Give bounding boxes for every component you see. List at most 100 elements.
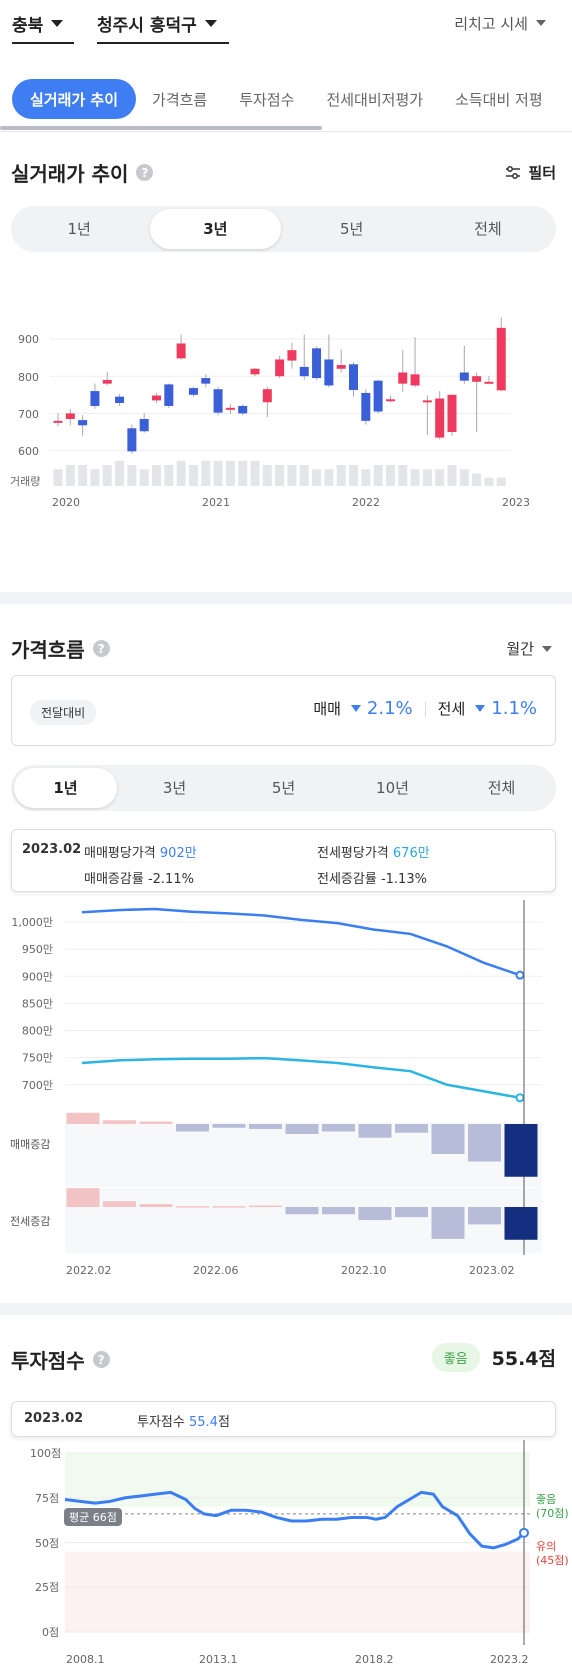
candle-body	[238, 405, 248, 414]
rate-bar	[468, 1207, 501, 1225]
rate-bar	[322, 1124, 355, 1132]
candle-body	[312, 348, 322, 379]
candle-body	[152, 395, 161, 401]
market-select[interactable]: 리치고 시세	[454, 8, 546, 38]
sale-change-label: 매매	[313, 700, 341, 718]
y-tick-label: 950만	[22, 943, 53, 956]
candle-body	[213, 389, 223, 413]
province-select[interactable]: 충북	[12, 4, 74, 44]
compare-badge: 전달대비	[30, 700, 97, 725]
trade-range-3y[interactable]: 3년	[150, 209, 281, 249]
volume-bar	[385, 465, 395, 486]
flow-range-10y[interactable]: 10년	[376, 779, 409, 797]
tab-price-flow[interactable]: 가격흐름	[152, 90, 208, 109]
x-tick-label: 2013.1	[199, 1653, 238, 1666]
y-tick-label: 0점	[42, 1626, 59, 1639]
rate-bar	[249, 1205, 282, 1208]
candle-body	[385, 399, 395, 402]
volume-bar	[435, 469, 445, 486]
invest-score-value: 55.4점	[491, 1348, 556, 1370]
rate-bar	[504, 1124, 538, 1177]
volume-bar	[176, 460, 186, 486]
trade-section-title: 실거래가 추이	[11, 162, 129, 186]
period-select[interactable]: 월간	[506, 638, 552, 659]
trade-range-all[interactable]: 전체	[474, 220, 502, 238]
section-gap	[0, 592, 572, 604]
district-select[interactable]: 청주시 흥덕구	[97, 4, 229, 44]
trade-range-5y[interactable]: 5년	[339, 220, 364, 238]
caution-zone	[65, 1551, 530, 1632]
y-tick-label: 600	[18, 445, 39, 458]
rate-bar	[431, 1124, 465, 1154]
rate-bar	[139, 1204, 173, 1207]
y-tick-label: 800	[18, 371, 39, 384]
trade-section-header: 실거래가 추이 ?	[11, 158, 154, 187]
change-values: 매매 2.1% 전세 1.1%	[313, 698, 537, 719]
tab-income-value[interactable]: 소득대비 저평	[455, 90, 543, 109]
chevron-down-icon	[204, 19, 217, 27]
tab-scrollbar[interactable]	[0, 126, 322, 130]
jeonse-rate-value: -1.13%	[380, 872, 427, 887]
invest-score-chart[interactable]: 100점 75점 50점 25점 0점 평균 66점 좋음 (70점) 유의 (…	[0, 1440, 572, 1680]
candle-body	[65, 413, 75, 419]
sale-price-value: 902만	[159, 846, 197, 861]
filter-icon	[506, 165, 521, 179]
rate-bar	[285, 1207, 319, 1215]
y-tick-label: 100점	[30, 1447, 61, 1460]
x-tick-label: 2021	[202, 496, 230, 509]
help-icon[interactable]: ?	[92, 1351, 110, 1368]
tooltip-line: 투자점수 55.4점	[137, 1411, 230, 1430]
price-flow-chart[interactable]: 1,000만 950만 900만 850만 800만 750만 700만 매매증감 전세증감…	[0, 900, 572, 1290]
sale-rate-value: -2.11%	[147, 872, 194, 887]
flow-range-all[interactable]: 전체	[487, 779, 516, 797]
volume-bar	[361, 469, 371, 486]
volume-bar	[312, 469, 322, 486]
down-triangle-icon	[475, 705, 486, 712]
y-tick-label: 900만	[22, 970, 53, 983]
volume-bar	[336, 465, 346, 486]
flow-range-3y[interactable]: 3년	[162, 779, 187, 797]
help-icon[interactable]: ?	[136, 164, 154, 181]
y-tick-label: 900	[18, 333, 39, 346]
tab-trade[interactable]: 실거래가 추이	[12, 79, 137, 119]
volume-bar	[90, 469, 100, 486]
series-line	[81, 907, 521, 977]
period-label: 월간	[506, 640, 534, 658]
tab-invest-score[interactable]: 투자점수	[239, 90, 295, 109]
trade-range-1y[interactable]: 1년	[67, 220, 91, 238]
invest-score-summary: 좋음 55.4점	[431, 1343, 556, 1372]
candle-body	[447, 394, 457, 432]
help-icon[interactable]: ?	[92, 640, 110, 657]
sale-rate-axis-label: 매매증감	[10, 1138, 50, 1151]
score-end-point	[519, 1527, 529, 1538]
flow-range-1y[interactable]: 1년	[14, 768, 117, 808]
tooltip-line: 전세평당가격 676만	[317, 842, 430, 861]
score-line	[64, 1490, 526, 1550]
flow-tooltip: 2023.02 매매평당가격 902만 전세평당가격 676만 매매증감률 -2…	[11, 829, 556, 892]
volume-bar	[422, 469, 432, 486]
volume-bar	[496, 477, 506, 486]
tooltip-date: 2023.02	[24, 1411, 84, 1426]
section-tabs: 실거래가 추이 가격흐름 투자점수 전세대비저평가 소득대비 저평	[0, 78, 572, 120]
average-badge	[64, 1508, 122, 1526]
tab-jeonse-value[interactable]: 전세대비저평가	[326, 90, 424, 109]
divider	[0, 131, 572, 132]
volume-bar	[152, 465, 161, 486]
volume-bar	[459, 469, 469, 486]
volume-bar	[398, 465, 408, 486]
volume-bar	[373, 465, 383, 486]
trade-candle-chart[interactable]: 900 800 700 600 거래량 2020 2021 2022 2023	[0, 300, 572, 520]
volume-bar	[299, 465, 309, 486]
filter-button[interactable]: 필터	[505, 162, 556, 183]
volume-bar	[238, 460, 248, 486]
volume-bar	[188, 465, 198, 486]
candle-body	[287, 350, 297, 361]
rate-bar	[395, 1207, 428, 1218]
candle-body	[53, 420, 63, 423]
caution-label: 유의	[536, 1540, 556, 1553]
divider	[424, 700, 426, 717]
rate-bar	[212, 1124, 246, 1128]
candle-body	[422, 400, 432, 403]
rate-bar	[395, 1124, 428, 1133]
flow-range-5y[interactable]: 5년	[271, 779, 296, 797]
